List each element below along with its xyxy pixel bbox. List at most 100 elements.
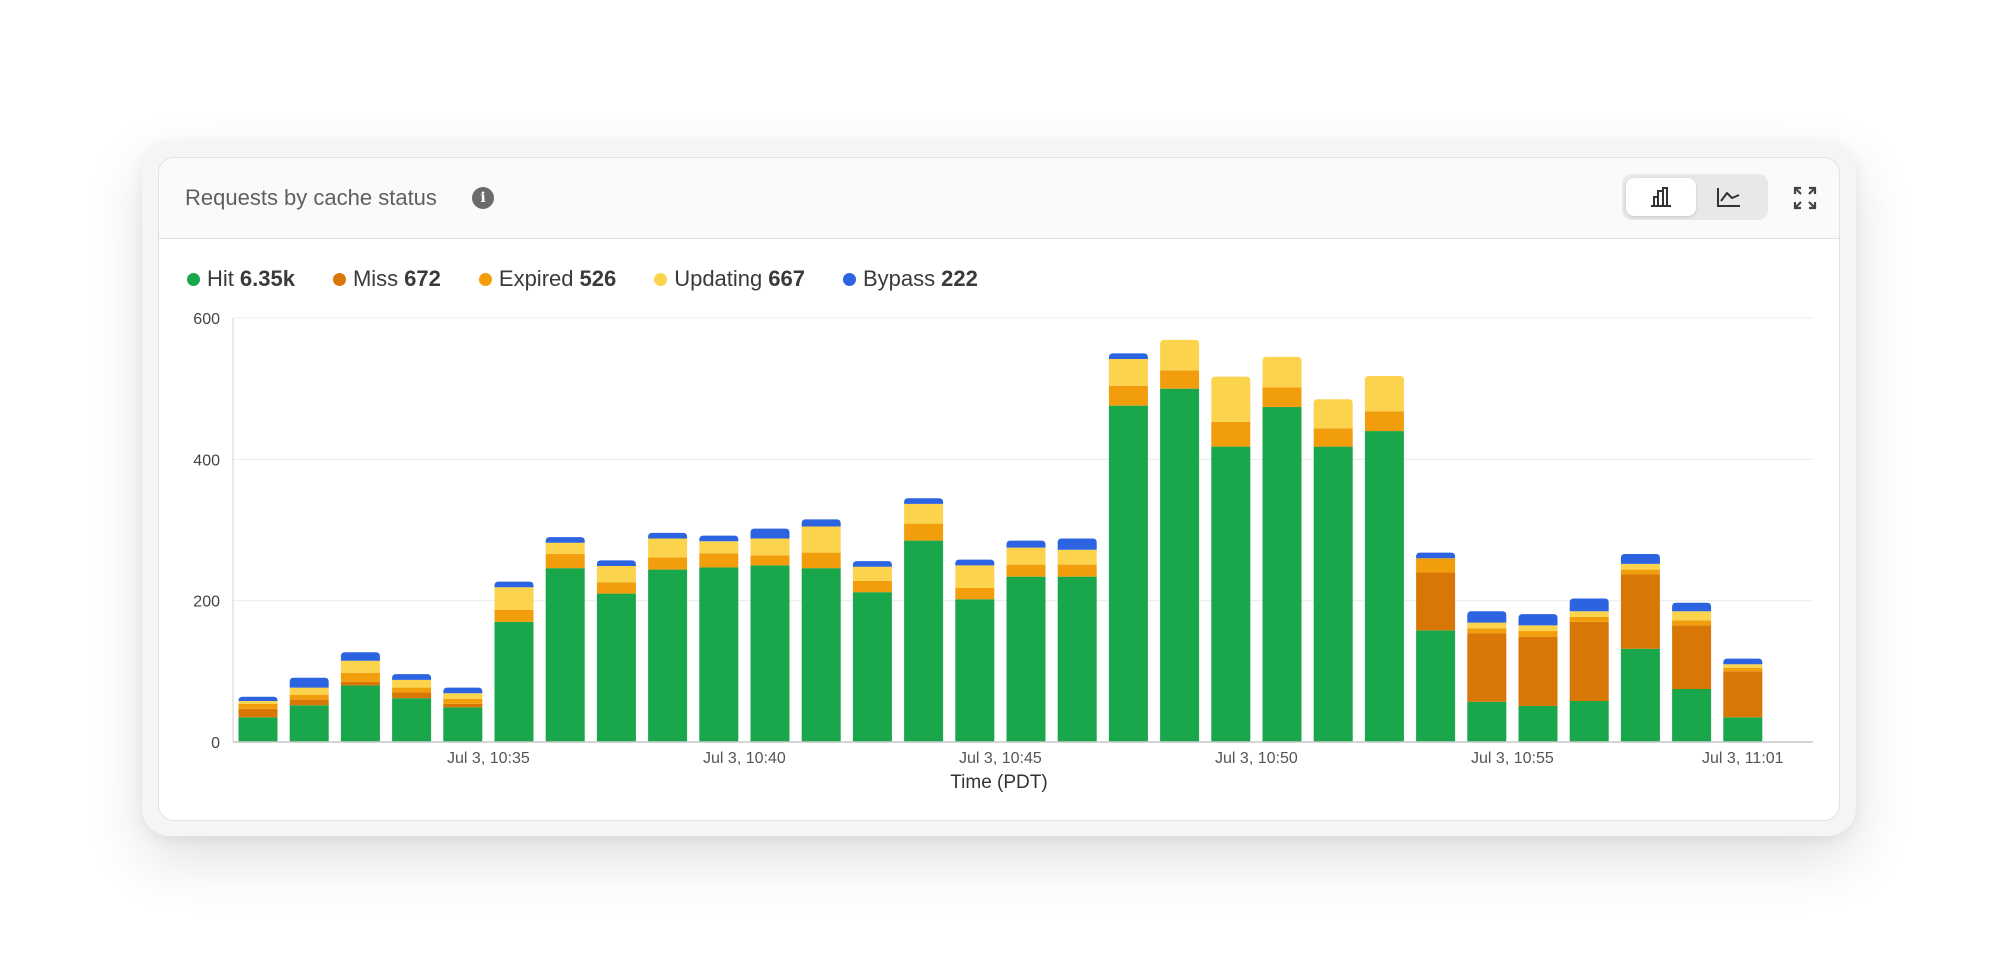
legend-value: 526 [579,266,617,291]
bar-segment-updating [904,503,944,524]
bar-segment-hit [494,621,534,742]
bar-segment-miss [1620,574,1660,649]
bar-segment-expired [1518,631,1558,637]
bar-segment-updating [1569,611,1609,617]
bar-segment-hit [1569,701,1609,742]
bar-segment-hit [443,707,483,742]
bar-segment-hit [648,569,688,742]
bar-segment-updating [1006,547,1046,565]
bar-segment-expired [1057,564,1097,577]
bar-segment-expired [443,698,483,704]
y-tick-label: 0 [211,735,220,752]
bar-segment-updating [1620,563,1660,570]
bar-segment-updating [1518,625,1558,632]
bar-segment-hit [1620,648,1660,742]
bar-segment-bypass [801,519,841,527]
bar-segment-hit [340,685,380,742]
legend-item-updating[interactable]: Updating 667 [654,266,805,292]
expand-icon [1793,186,1817,210]
bar-segment-bypass [1057,538,1097,550]
legend-item-expired[interactable]: Expired 526 [478,266,617,292]
x-tick-label: Jul 3, 10:55 [1471,750,1554,767]
x-tick-label: Jul 3, 10:45 [959,750,1042,767]
bar-segment-expired [340,672,380,682]
bar-chart-toggle-button[interactable] [1626,178,1696,216]
legend-label: Bypass [863,266,936,291]
bar-segment-bypass [340,652,380,661]
legend-dot [332,272,346,286]
legend-item-hit[interactable]: Hit 6.35k [187,266,295,292]
bar-segment-updating [392,679,432,688]
legend-dot [654,272,668,286]
bar-segment-bypass [648,532,688,539]
bar-segment-hit [904,540,944,742]
bar-segment-updating [596,566,636,583]
bar-segment-miss [238,708,278,718]
bar-segment-hit [1057,576,1097,742]
bar-segment-bypass [904,498,944,504]
bar-segment-updating [340,660,380,673]
bar-segment-updating [494,587,534,610]
x-tick-label: Jul 3, 10:35 [447,750,530,767]
bar-segment-miss [1723,671,1763,718]
legend-item-bypass[interactable]: Bypass 222 [843,266,978,292]
info-icon[interactable]: i [472,187,494,209]
bar-segment-updating [699,541,739,554]
bar-segment-bypass [494,581,534,588]
bar-segment-expired [596,582,636,594]
bar-segment-updating [1211,376,1251,422]
bar-segment-hit [1006,576,1046,742]
x-axis-title: Time (PDT) [950,772,1047,793]
legend-dot [843,272,856,286]
bar-segment-updating [750,538,790,556]
bar-segment-expired [1467,628,1507,634]
bar-segment-hit [1467,701,1507,742]
bar-segment-hit [238,717,278,742]
bar-segment-hit [1160,388,1200,742]
bar-segment-expired [545,554,585,569]
bar-segment-miss [443,703,483,708]
legend-value: 222 [941,266,978,291]
bar-segment-expired [1108,385,1148,406]
bar-segment-bypass [1006,540,1046,548]
legend-dot [187,272,200,286]
bar-segment-expired [1620,569,1660,575]
bar-segment-expired [648,557,688,570]
bar-segment-expired [1211,421,1251,447]
legend-value: 6.35k [239,266,295,291]
bar-segment-bypass [1620,554,1660,564]
line-chart-icon [1717,188,1740,207]
bar-segment-hit [1313,446,1353,742]
bar-segment-bypass [1569,598,1609,612]
legend-label: Updating [674,266,763,291]
bar-segment-updating [1723,664,1763,668]
bar-segment-expired [750,555,790,566]
legend-item-miss[interactable]: Miss 672 [332,266,441,292]
expand-button[interactable] [1791,184,1819,212]
bar-segment-hit [392,698,432,742]
chart-legend: Hit 6.35k Miss 672 Expired 526 Updating … [187,266,978,292]
bar-segment-bypass [1467,611,1507,623]
bar-segment-expired [238,703,278,709]
bar-segment-updating [1467,622,1507,629]
legend-label: Miss [352,266,399,291]
bar-segment-expired [1364,411,1404,432]
bar-segment-expired [1416,558,1456,573]
bar-segment-bypass [852,561,892,567]
bar-segment-expired [955,587,995,600]
bar-segment-miss [1569,621,1609,702]
legend-label: Expired [498,266,574,291]
bar-segment-hit [1211,446,1251,742]
bar-segment-expired [1672,620,1712,626]
bar-segment-updating [289,687,329,695]
y-tick-label: 400 [193,452,220,469]
bar-segment-bypass [955,559,995,566]
line-chart-toggle-button[interactable] [1694,178,1764,216]
chart-card: Requests by cache status i [158,157,1840,821]
y-tick-label: 200 [193,594,220,611]
bar-segment-expired [699,553,739,568]
bar-segment-hit [801,568,841,742]
bar-segment-hit [1108,405,1148,742]
bar-segment-updating [545,542,585,555]
bar-segment-updating [1160,339,1200,371]
